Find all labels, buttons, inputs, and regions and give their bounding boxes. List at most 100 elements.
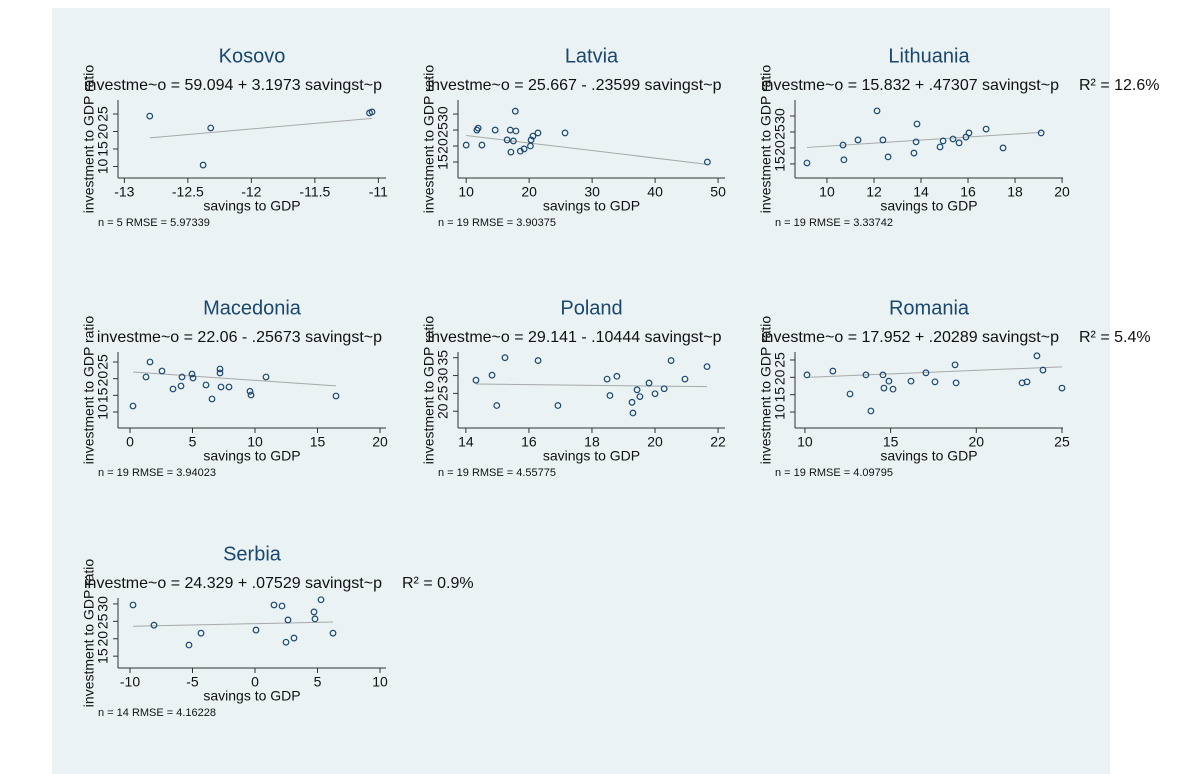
- data-point: [1039, 366, 1047, 374]
- data-point: [885, 377, 893, 385]
- data-point: [188, 370, 196, 378]
- x-tick-label: 0: [126, 434, 134, 450]
- x-tick-label: 14: [913, 184, 929, 200]
- x-axis-label: savings to GDP: [203, 198, 300, 214]
- data-point: [879, 136, 887, 144]
- data-point: [629, 409, 637, 417]
- data-point: [507, 148, 515, 156]
- y-tick-label: 15: [772, 387, 788, 403]
- fit-stats: n = 14 RMSE = 4.16228: [98, 707, 216, 719]
- data-point: [884, 153, 892, 161]
- y-tick-label: 20: [435, 138, 451, 154]
- fit-line: [132, 621, 334, 627]
- panel-title: Kosovo: [219, 45, 286, 67]
- x-tick-label: 10: [247, 434, 263, 450]
- data-point: [613, 372, 621, 380]
- data-point: [603, 375, 611, 383]
- data-point: [867, 407, 875, 415]
- equation: investme~o = 17.952 + .20289 savingst~p: [761, 329, 1059, 346]
- y-tick-label: 25: [435, 385, 451, 401]
- data-point: [534, 357, 542, 364]
- fit-line: [806, 366, 1062, 378]
- y-tick-label: 15: [95, 141, 111, 157]
- data-point: [999, 144, 1007, 152]
- data-point: [284, 616, 292, 624]
- data-point: [681, 375, 689, 383]
- x-axis-label: savings to GDP: [880, 448, 977, 464]
- x-tick-label: -13: [114, 184, 134, 200]
- x-tick-label: 20: [647, 434, 663, 450]
- data-point: [931, 378, 939, 386]
- background: [52, 8, 1110, 774]
- data-point: [840, 156, 848, 164]
- data-point: [185, 641, 193, 649]
- data-point: [216, 365, 224, 373]
- x-tick-label: -5: [186, 674, 199, 690]
- data-point: [703, 363, 711, 371]
- y-tick-label: 10: [95, 158, 111, 174]
- data-point: [208, 395, 216, 403]
- y-tick-label: 30: [435, 106, 451, 122]
- y-tick-label: 15: [772, 156, 788, 172]
- data-point: [936, 143, 944, 151]
- data-point: [846, 390, 854, 398]
- data-point: [317, 596, 325, 604]
- data-point: [189, 374, 197, 382]
- equation: investme~o = 59.094 + 3.1973 savingst~p: [84, 77, 382, 94]
- y-tick-label: 15: [435, 154, 451, 170]
- data-point: [311, 615, 319, 623]
- data-point: [534, 129, 542, 137]
- r-squared: R² = 5.4%: [1079, 329, 1151, 346]
- data-point: [511, 107, 519, 115]
- panel-title: Latvia: [565, 45, 619, 67]
- data-point: [216, 369, 224, 377]
- data-point: [636, 393, 644, 401]
- y-axis-label: investment to GDP ratio: [758, 316, 774, 465]
- data-point: [262, 373, 270, 381]
- data-point: [501, 354, 509, 362]
- fit-stats: n = 19 RMSE = 3.94023: [98, 467, 216, 479]
- equation: investme~o = 22.06 - .25673 savingst~p: [97, 329, 382, 346]
- y-tick-label: 20: [95, 371, 111, 387]
- y-tick-label: 10: [772, 404, 788, 420]
- equation: investme~o = 25.667 - .23599 savingst~p: [428, 77, 722, 94]
- fit-line: [149, 117, 373, 139]
- x-tick-label: 10: [372, 674, 388, 690]
- data-point: [199, 161, 207, 169]
- y-tick-label: 25: [772, 124, 788, 140]
- data-point: [952, 379, 960, 387]
- fit-stats: n = 19 RMSE = 4.09795: [775, 467, 893, 479]
- data-point: [913, 120, 921, 128]
- data-point: [982, 125, 990, 133]
- x-axis-label: savings to GDP: [203, 688, 300, 704]
- fit-stats: n = 5 RMSE = 5.97339: [98, 217, 210, 229]
- data-point: [246, 387, 254, 395]
- y-tick-label: 15: [95, 648, 111, 664]
- data-point: [512, 127, 520, 135]
- data-point: [488, 371, 496, 379]
- fit-stats: n = 19 RMSE = 3.90375: [438, 217, 556, 229]
- data-point: [217, 383, 225, 391]
- x-tick-label: 5: [189, 434, 197, 450]
- data-point: [146, 358, 154, 366]
- y-tick-label: 20: [95, 123, 111, 139]
- data-point: [474, 124, 482, 132]
- equation: investme~o = 15.832 + .47307 savingst~p: [761, 77, 1059, 94]
- x-tick-label: 5: [314, 674, 322, 690]
- x-tick-label: -10: [120, 674, 140, 690]
- x-tick-label: 25: [1054, 434, 1070, 450]
- data-point: [1058, 384, 1066, 392]
- data-point: [651, 390, 659, 398]
- data-point: [129, 601, 137, 609]
- data-point: [169, 385, 177, 393]
- data-point: [282, 638, 290, 646]
- y-tick-label: 30: [95, 596, 111, 612]
- y-tick-label: 30: [435, 368, 451, 384]
- fit-stats: n = 19 RMSE = 3.33742: [775, 217, 893, 229]
- data-point: [965, 129, 973, 137]
- x-tick-label: 14: [458, 434, 474, 450]
- x-tick-label: 20: [1054, 184, 1070, 200]
- data-point: [270, 601, 278, 609]
- data-point: [527, 136, 535, 144]
